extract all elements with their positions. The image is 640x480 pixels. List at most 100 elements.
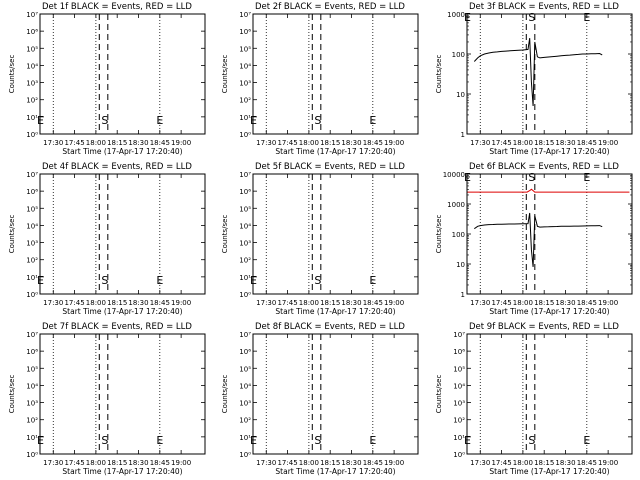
marker-e: E [250, 434, 257, 447]
x-tick-label: 18:30 [128, 299, 148, 307]
y-tick-label: 10³ [239, 80, 251, 88]
y-axis-label: Counts/sec [435, 55, 443, 94]
y-tick-label: 10⁰ [26, 451, 38, 459]
x-tick-label: 18:15 [534, 459, 554, 467]
x-tick-label: 17:30 [470, 139, 490, 147]
x-tick-label: 18:15 [534, 139, 554, 147]
y-tick-label: 10⁰ [239, 451, 251, 459]
x-tick-label: 17:45 [491, 299, 511, 307]
y-tick-label: 10² [239, 417, 251, 425]
marker-s: S [101, 274, 108, 287]
x-tick-label: 18:30 [555, 299, 575, 307]
marker-e: E [464, 11, 471, 24]
x-axis-label: Start Time (17-Apr-17 17:20:40) [489, 467, 609, 476]
marker-e: E [583, 171, 590, 184]
y-tick-label: 10⁴ [26, 62, 38, 70]
plot-frame [252, 173, 419, 295]
y-tick-label: 10¹ [239, 434, 251, 442]
plot-frame [252, 333, 419, 455]
y-tick-label: 100 [452, 51, 465, 59]
marker-s: S [314, 434, 321, 447]
plot-frame [466, 333, 633, 455]
y-tick-label: 10⁰ [239, 291, 251, 299]
y-tick-label: 10² [26, 97, 38, 105]
x-tick-label: 17:30 [256, 299, 276, 307]
x-tick-label: 18:30 [341, 459, 361, 467]
panel-title: Det 5f BLACK = Events, RED = LLD [255, 162, 405, 172]
y-tick-label: 10⁰ [239, 131, 251, 139]
y-tick-label: 10⁰ [26, 131, 38, 139]
x-tick-label: 17:45 [64, 299, 84, 307]
x-axis-label: Start Time (17-Apr-17 17:20:40) [489, 147, 609, 156]
x-axis-label: Start Time (17-Apr-17 17:20:40) [275, 307, 395, 316]
panel-title: Det 4f BLACK = Events, RED = LLD [42, 162, 192, 172]
y-tick-label: 10⁶ [239, 28, 251, 36]
y-tick-label: 10⁴ [453, 382, 465, 390]
marker-e: E [250, 274, 257, 287]
y-axis-label: Counts/sec [221, 55, 229, 94]
x-tick-label: 18:45 [577, 139, 597, 147]
marker-e: E [583, 11, 590, 24]
y-tick-label: 10² [26, 417, 38, 425]
x-tick-label: 18:30 [128, 459, 148, 467]
panel-det-6: Det 6f BLACK = Events, RED = LLD 1 10 100 10… [435, 162, 633, 316]
x-tick-label: 18:15 [107, 459, 127, 467]
y-tick-label: 10⁷ [239, 171, 251, 179]
x-tick-label: 18:00 [299, 299, 319, 307]
y-axis-label: Counts/sec [221, 375, 229, 414]
y-axis-label: Counts/sec [8, 55, 16, 94]
y-tick-label: 10 [456, 261, 465, 269]
panel-title: Det 7f BLACK = Events, RED = LLD [42, 322, 192, 332]
plot-frame [252, 13, 419, 135]
x-tick-label: 17:30 [256, 459, 276, 467]
panel-det-2: Det 2f BLACK = Events, RED = LLD 10⁰ 10¹ 10… [221, 2, 419, 156]
panel-det-5: Det 5f BLACK = Events, RED = LLD 10⁰ 10¹ 10… [221, 162, 419, 316]
y-tick-label: 10⁶ [26, 28, 38, 36]
x-tick-label: 18:30 [128, 139, 148, 147]
marker-e: E [37, 114, 44, 127]
panel-title: Det 3f BLACK = Events, RED = LLD [469, 2, 619, 12]
y-tick-label: 10² [239, 97, 251, 105]
y-axis-label: Counts/sec [435, 215, 443, 254]
marker-e: E [37, 274, 44, 287]
y-tick-label: 10⁶ [239, 188, 251, 196]
y-tick-label: 10⁵ [26, 205, 38, 213]
x-tick-label: 17:45 [491, 459, 511, 467]
panel-title: Det 8f BLACK = Events, RED = LLD [255, 322, 405, 332]
y-tick-label: 10⁶ [239, 348, 251, 356]
x-tick-label: 17:30 [256, 139, 276, 147]
x-tick-label: 19:00 [598, 459, 618, 467]
x-axis-label: Start Time (17-Apr-17 17:20:40) [489, 307, 609, 316]
x-tick-label: 18:30 [555, 139, 575, 147]
x-tick-label: 17:30 [43, 139, 63, 147]
x-axis-label: Start Time (17-Apr-17 17:20:40) [62, 307, 182, 316]
x-tick-label: 17:45 [491, 139, 511, 147]
x-tick-label: 19:00 [384, 459, 404, 467]
y-tick-label: 10⁶ [453, 348, 465, 356]
x-tick-label: 17:45 [277, 139, 297, 147]
y-tick-label: 10⁷ [239, 11, 251, 19]
y-tick-label: 10³ [239, 400, 251, 408]
x-tick-label: 18:45 [363, 299, 383, 307]
x-tick-label: 19:00 [598, 299, 618, 307]
y-tick-label: 10³ [26, 240, 38, 248]
marker-e: E [37, 434, 44, 447]
marker-s: S [314, 114, 321, 127]
marker-s: S [528, 11, 535, 24]
y-tick-label: 10⁷ [453, 331, 465, 339]
x-tick-label: 18:30 [555, 459, 575, 467]
y-tick-label: 10² [26, 257, 38, 265]
y-tick-label: 10³ [453, 400, 465, 408]
panel-title: Det 6f BLACK = Events, RED = LLD [469, 162, 619, 172]
panel-title: Det 9f BLACK = Events, RED = LLD [469, 322, 619, 332]
x-tick-label: 18:15 [320, 139, 340, 147]
y-tick-label: 100 [452, 231, 465, 239]
y-tick-label: 10⁵ [239, 45, 251, 53]
x-tick-label: 18:15 [534, 299, 554, 307]
x-axis-label: Start Time (17-Apr-17 17:20:40) [275, 147, 395, 156]
x-tick-label: 18:15 [320, 299, 340, 307]
x-tick-label: 17:45 [64, 139, 84, 147]
marker-e: E [156, 434, 163, 447]
x-tick-label: 18:00 [86, 459, 106, 467]
